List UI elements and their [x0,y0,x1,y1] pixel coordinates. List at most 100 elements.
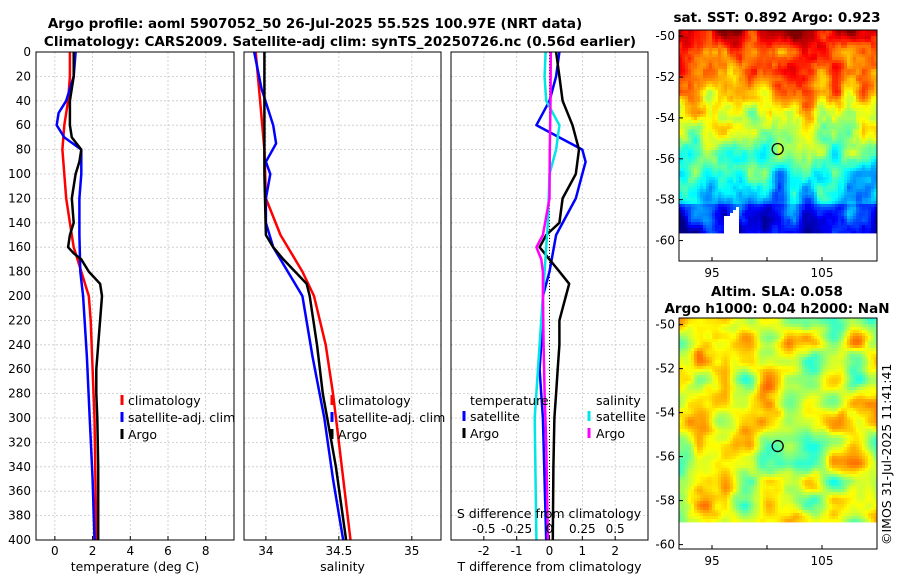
heatmap-cell [706,57,710,61]
heatmap-cell [751,210,755,214]
heatmap-cell [817,69,821,73]
heatmap-cell [709,225,713,229]
heatmap-cell [781,36,785,40]
heatmap-cell [844,144,848,148]
heatmap-cell [739,321,743,325]
heatmap-cell [748,66,752,70]
heatmap-cell [685,327,689,331]
heatmap-cell [721,63,725,67]
heatmap-cell [850,156,854,160]
heatmap-cell [826,120,830,124]
heatmap-cell [766,198,770,202]
heatmap-cell [775,78,779,82]
heatmap-cell [730,33,734,37]
heatmap-cell [790,54,794,58]
heatmap-cell [682,192,686,196]
heatmap-cell [784,54,788,58]
heatmap-cell [874,144,878,148]
heatmap-cell [835,108,839,112]
heatmap-cell [703,141,707,145]
heatmap-cell [823,78,827,82]
heatmap-cell [811,192,815,196]
heatmap-cell [772,126,776,130]
heatmap-cell [814,144,818,148]
heatmap-cell [718,150,722,154]
heatmap-cell [736,48,740,52]
heatmap-cell [826,186,830,190]
heatmap-cell [862,192,866,196]
heatmap-cell [697,36,701,40]
heatmap-cell [823,165,827,169]
heatmap-cell [778,189,782,193]
heatmap-cell [712,135,716,139]
heatmap-cell [766,111,770,115]
heatmap-cell [688,51,692,55]
heatmap-cell [682,318,686,322]
heatmap-cell [865,96,869,100]
heatmap-cell [703,51,707,55]
heatmap-cell [814,327,818,331]
heatmap-cell [751,66,755,70]
heatmap-cell [835,192,839,196]
heatmap-cell [781,45,785,49]
heatmap-cell [766,87,770,91]
heatmap-cell [703,126,707,130]
heatmap-cell [760,72,764,76]
heatmap-cell [865,324,869,328]
heatmap-cell [745,54,749,58]
heatmap-cell [838,69,842,73]
heatmap-cell [868,66,872,70]
heatmap-cell [862,174,866,178]
heatmap-cell [823,162,827,166]
heatmap-cell [814,42,818,46]
heatmap-cell [862,222,866,226]
heatmap-cell [862,186,866,190]
heatmap-cell [844,54,848,58]
heatmap-cell [739,87,743,91]
heatmap-cell [682,36,686,40]
heatmap-cell [790,159,794,163]
heatmap-cell [745,60,749,64]
heatmap-cell [745,213,749,217]
heatmap-cell [847,195,851,199]
heatmap-cell [850,72,854,76]
heatmap-cell [739,195,743,199]
heatmap-cell [862,177,866,181]
heatmap-cell [751,75,755,79]
heatmap-cell [712,150,716,154]
heatmap-cell [808,117,812,121]
heatmap-cell [766,321,770,325]
heatmap-cell [769,147,773,151]
heatmap-cell [787,69,791,73]
heatmap-cell [739,186,743,190]
heatmap-cell [772,66,776,70]
y-tick-label: 260 [8,362,31,376]
series-line-salinity-satellite [533,51,561,541]
heatmap-cell [742,48,746,52]
heatmap-cell [841,69,845,73]
heatmap-cell [823,102,827,106]
heatmap-cell [688,171,692,175]
heatmap-cell [748,207,752,211]
heatmap-cell [769,96,773,100]
heatmap-cell [688,72,692,76]
heatmap-cell [847,54,851,58]
series-line-temperature-satellite [535,51,587,541]
heatmap-cell [841,222,845,226]
heatmap-cell [772,99,776,103]
heatmap-cell [823,36,827,40]
heatmap-cell [859,318,863,322]
heatmap-cell [781,189,785,193]
heatmap-cell [796,330,800,334]
heatmap-cell [874,81,878,85]
heatmap-cell [679,318,683,322]
heatmap-cell [832,105,836,109]
heatmap-cell [679,141,683,145]
heatmap-cell [853,111,857,115]
heatmap-cell [778,198,782,202]
heatmap-cell [721,42,725,46]
heatmap-cell [871,198,875,202]
heatmap-cell [775,87,779,91]
heatmap-cell [862,201,866,205]
heatmap-cell [829,219,833,223]
